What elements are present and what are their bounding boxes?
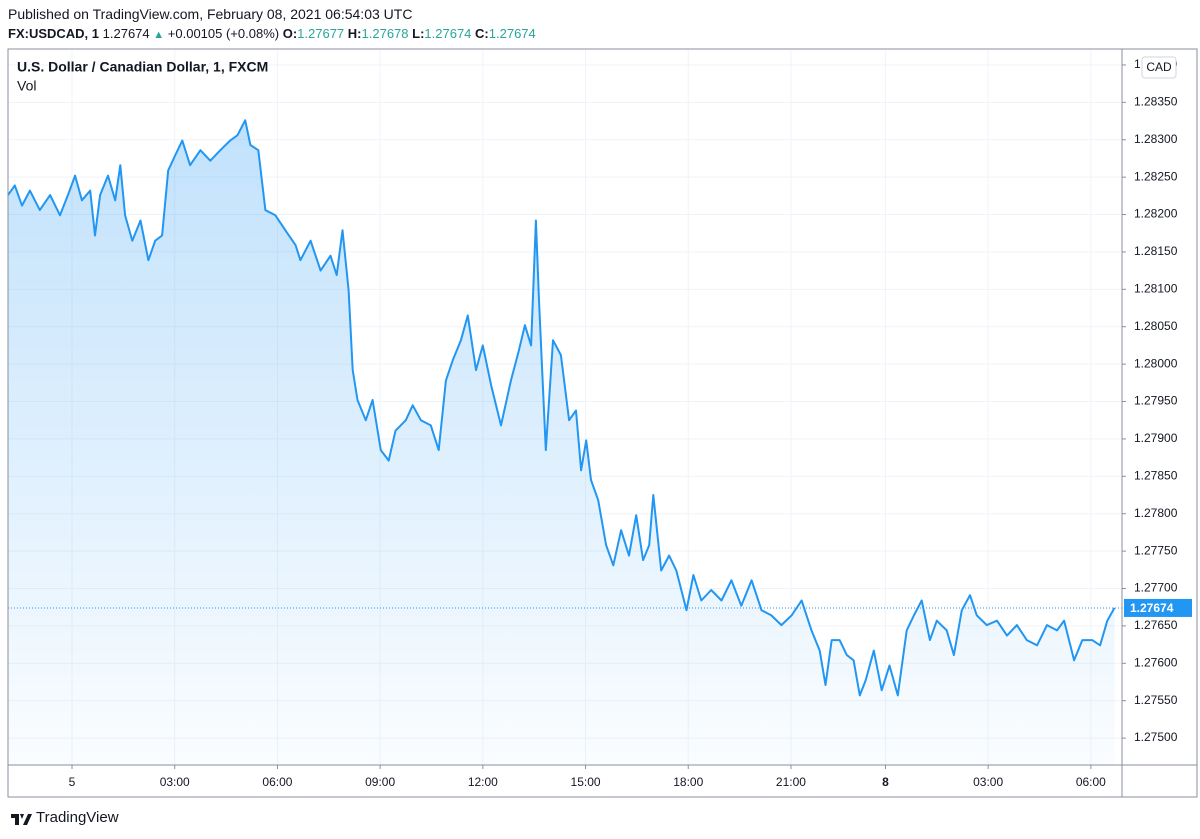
x-tick-label: 06:00 (1076, 775, 1106, 789)
chart-title: U.S. Dollar / Canadian Dollar, 1, FXCM (17, 59, 268, 75)
low-label: L: (412, 26, 425, 41)
y-tick-label: 1.28300 (1134, 132, 1178, 146)
low: 1.27674 (424, 26, 472, 41)
published: Published on TradingView.com, February 0… (8, 6, 413, 22)
y-tick-label: 1.27950 (1134, 394, 1178, 408)
y-tick-label: 1.28200 (1134, 207, 1178, 221)
close: 1.27674 (488, 26, 536, 41)
y-tick-label: 1.28250 (1134, 169, 1178, 183)
last-price-box (1124, 598, 1192, 617)
y-tick-label: 1.27850 (1134, 468, 1178, 482)
x-tick-label: 09:00 (365, 775, 395, 789)
last: 1.27674 (102, 26, 150, 41)
currency[interactable]: CAD (1146, 60, 1172, 74)
logo (11, 814, 32, 825)
high: 1.27678 (361, 26, 409, 41)
frame (7, 48, 1198, 798)
y-tick-label: 1.27650 (1134, 618, 1178, 632)
area (8, 120, 1115, 766)
x-tick-label: 5 (69, 775, 76, 789)
published-line: Published on TradingView.com, February 0… (8, 6, 412, 22)
y-tick-label: 1.28150 (1134, 244, 1178, 258)
x-tick-label: 06:00 (262, 775, 292, 789)
change: +0.00105 (+0.08%) (167, 26, 280, 41)
y-tick-label: 1.27800 (1134, 506, 1178, 520)
close-label: C: (475, 26, 489, 41)
symbol: FX:USDCAD, 1 (8, 26, 100, 41)
y-tick-label: 1.27750 (1134, 543, 1178, 557)
price-line (7, 119, 1116, 697)
open-label: O: (282, 26, 298, 41)
y-tick-label: 1.27500 (1134, 730, 1178, 744)
symbol-line: FX:USDCAD, 1 1.27674 ▲ +0.00105 (+0.08%)… (8, 26, 536, 41)
plot (7, 119, 1122, 766)
open: 1.27677 (297, 26, 345, 41)
footer: TradingView (36, 809, 119, 826)
up-arrow: ▲ (153, 29, 165, 41)
x-tick-label: 8 (882, 775, 889, 789)
y-tick-label: 1.28000 (1134, 356, 1178, 370)
y-tick-label: 1.27600 (1134, 655, 1178, 669)
currency-box[interactable] (1141, 56, 1177, 79)
x-tick-label: 12:00 (468, 775, 498, 789)
x-tick-label: 03:00 (973, 775, 1003, 789)
x-tick-label: 18:00 (673, 775, 703, 789)
last-price-label: 1.27674 (1130, 601, 1174, 615)
axes: 1.27500 1.27550 1.27600 1.27650 1.27700 1.277… (69, 57, 1192, 789)
y-tick-label: 1.27900 (1134, 431, 1178, 445)
y-tick-label: 1.27550 (1134, 693, 1178, 707)
chart: 1.27500 1.27550 1.27600 1.27650 1.27700 1.277… (7, 48, 1198, 798)
y-tick-label: 1.28350 (1134, 95, 1178, 109)
x-tick-label: 03:00 (160, 775, 190, 789)
y-tick-label: 1.28100 (1134, 282, 1178, 296)
y-tick-label: 1.28050 (1134, 319, 1178, 333)
volume-label: Vol (17, 78, 36, 94)
x-tick-label: 15:00 (571, 775, 601, 789)
y-tick-label: 1.27700 (1134, 581, 1178, 595)
x-tick-label: 21:00 (776, 775, 806, 789)
high-label: H: (347, 26, 362, 41)
